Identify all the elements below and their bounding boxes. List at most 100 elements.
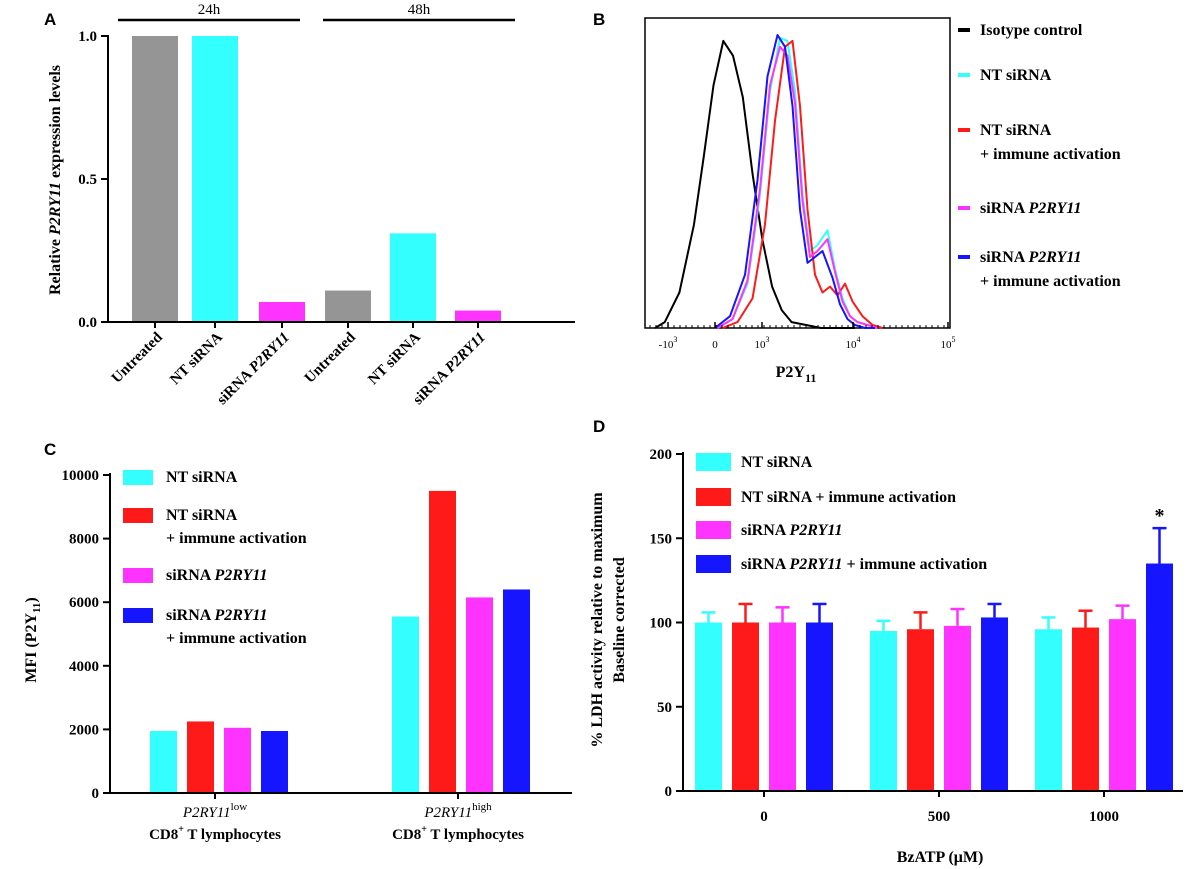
panel-d-ylabel: % LDH activity relative to maximum xyxy=(589,492,606,748)
panel-d-legend-label: siRNA P2RY11 xyxy=(741,522,843,539)
d-ytick-label: 100 xyxy=(650,616,673,632)
panel-b-plot-frame xyxy=(644,17,951,329)
panel-b-legend-label: NT siRNA xyxy=(980,67,1052,84)
d-ytick-label: 200 xyxy=(650,447,673,463)
panel-d-bar xyxy=(1072,627,1099,791)
panel-a-bar xyxy=(132,36,178,322)
panel-a-xtick-gene: P2RY11 xyxy=(246,330,292,376)
panel-d-significance-star: * xyxy=(1155,505,1165,527)
panel-d-ylabel-line2: Baseline corrected xyxy=(611,557,628,683)
panel-d-bar xyxy=(806,622,833,791)
panel-d-bar xyxy=(1146,563,1173,791)
panel-c-legend-name: NT siRNA xyxy=(166,469,238,486)
panel-a-xtick-label: siRNA P2RY11 xyxy=(214,330,293,409)
panel-b-xtick-base: 10 xyxy=(941,339,953,351)
panel-b-histogram-curve xyxy=(722,39,883,329)
panel-a-bar xyxy=(390,233,436,322)
panel-d-legend-swatch xyxy=(696,453,731,471)
panel-d-legend-name: siRNA xyxy=(741,522,789,539)
panel-c-legend-swatch xyxy=(123,508,153,523)
panel-b-xtick-base: 10 xyxy=(755,339,767,351)
c-ytick-label: 0 xyxy=(92,786,100,802)
panel-c-legend-name: siRNA xyxy=(166,567,214,584)
panel-b-legend-label: Isotype control xyxy=(980,22,1083,39)
panel-a-group-brackets: 24h 48h xyxy=(118,2,515,22)
panel-b: B -103 0 103 104 105 P2Y11 Isotype controlNT… xyxy=(593,10,1121,385)
panel-b-legend-name: NT siRNA xyxy=(980,67,1052,84)
panel-d-bar xyxy=(1035,629,1062,791)
panel-b-xtick-label: 103 xyxy=(755,335,770,351)
panel-d-bar xyxy=(769,622,796,791)
panel-a-xtick-gene: P2RY11 xyxy=(442,330,488,376)
panel-c-letter: C xyxy=(44,440,56,459)
d-ytick-label: 50 xyxy=(657,700,672,716)
panel-c-legend-label: NT siRNA xyxy=(166,469,238,486)
panel-d-legend: NT siRNA NT siRNA + immune activation siRN… xyxy=(696,453,987,573)
panel-b-legend-line2: + immune activation xyxy=(980,273,1121,290)
panel-c-bar xyxy=(503,589,530,793)
panel-d-legend-name: siRNA xyxy=(741,556,789,573)
panel-b-xtick-label: 104 xyxy=(846,335,861,351)
panel-d-bars: * xyxy=(695,505,1173,791)
panel-a-letter: A xyxy=(44,10,56,29)
panel-c-bar xyxy=(392,616,419,793)
panel-a-xtick-text: siRNA xyxy=(410,365,453,408)
panel-c-bar xyxy=(224,727,251,793)
panel-a-xtick-text: NT siRNA xyxy=(365,329,424,388)
panel-b-legend-gene: P2RY11 xyxy=(1027,249,1081,266)
panel-c-bar xyxy=(187,721,214,793)
panel-c-xtick-gene: P2RY11 xyxy=(182,805,231,821)
panel-b-xlabel: P2Y11 xyxy=(776,364,817,385)
panel-c-xtick-line2-sup: + xyxy=(421,824,427,835)
panel-c-legend-name: siRNA xyxy=(166,607,214,624)
panel-a-bar xyxy=(455,310,501,322)
panel-b-legend-name: Isotype control xyxy=(980,22,1083,39)
panel-a-xtick-label: NT siRNA xyxy=(167,329,226,388)
panel-a-y-ticks: 0.0 0.5 1.0 xyxy=(78,29,108,331)
panel-d-x-labels: 0 500 1000 xyxy=(760,791,1119,825)
panel-c-xtick-line2-text: CD8 xyxy=(149,827,178,843)
panel-d-bar xyxy=(907,629,934,791)
panel-b-legend: Isotype control NT siRNA NT siRNA + immune … xyxy=(958,22,1121,290)
panel-c-xtick-line2-text: CD8 xyxy=(392,827,421,843)
panel-d-bar xyxy=(732,622,759,791)
c-ytick-label: 6000 xyxy=(69,595,99,611)
panel-b-xtick-label: 0 xyxy=(712,339,718,351)
panel-d-legend-name: NT siRNA xyxy=(741,454,813,471)
panel-b-xtick-exp: 3 xyxy=(673,335,677,344)
panel-c-xtick-label: P2RY11low xyxy=(182,801,247,821)
panel-c-xtick-line2: CD8+ T lymphocytes xyxy=(392,824,524,843)
panel-b-xtick-base: -10 xyxy=(659,339,674,351)
panel-a-bar xyxy=(325,290,371,322)
panel-d-legend-rest: + immune activation xyxy=(843,556,988,573)
panel-d-bar xyxy=(695,622,722,791)
panel-c-legend-swatch xyxy=(123,470,153,485)
panel-b-histogram-curve xyxy=(716,45,878,329)
panel-b-xtick-base: 0 xyxy=(712,339,718,351)
panel-d-bar xyxy=(981,617,1008,791)
c-ytick-label: 2000 xyxy=(69,722,99,738)
panel-b-legend-name: siRNA xyxy=(980,200,1028,217)
panel-a-group-label: 48h xyxy=(408,2,431,18)
panel-b-xtick-exp: 4 xyxy=(857,335,861,344)
panel-a-xtick-text: Untreated xyxy=(302,329,360,387)
panel-a-xtick-label: Untreated xyxy=(109,329,167,387)
d-ytick-label: 0 xyxy=(665,784,673,800)
panel-c-legend-swatch xyxy=(123,568,153,583)
panel-c-legend-label: NT siRNA xyxy=(166,507,238,524)
panel-c-xtick-line2-rest: T lymphocytes xyxy=(427,827,524,843)
panel-a-xtick-text: NT siRNA xyxy=(167,329,226,388)
panel-b-curves xyxy=(654,34,883,329)
panel-b-xtick-exp: 5 xyxy=(952,335,956,344)
panel-c-legend-label: siRNA P2RY11 xyxy=(166,567,268,584)
panel-d-bar xyxy=(944,625,971,791)
panel-c-bar xyxy=(466,597,493,793)
panel-d-legend-gene: P2RY11 xyxy=(788,556,842,573)
panel-b-legend-label: siRNA P2RY11 xyxy=(980,200,1082,217)
panel-b-x-ticks: -103 0 103 104 105 xyxy=(649,322,956,351)
panel-d-legend-label: NT siRNA + immune activation xyxy=(741,489,956,506)
panel-d-bar xyxy=(1109,619,1136,791)
c-ytick-label: 10000 xyxy=(62,468,100,484)
